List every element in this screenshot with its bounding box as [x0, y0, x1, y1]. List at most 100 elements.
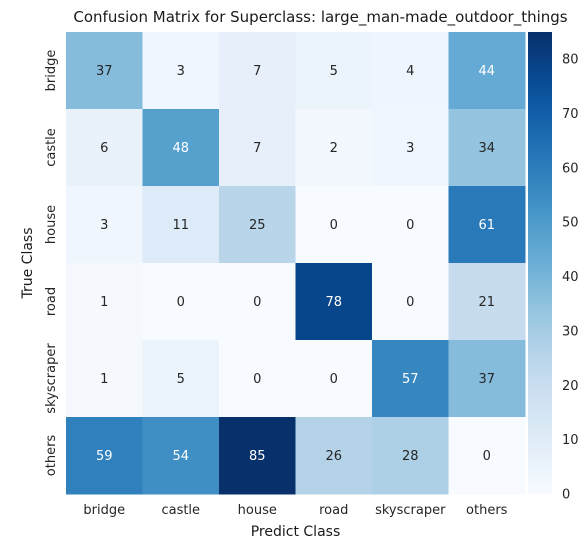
cell-value-label: 0 [483, 449, 491, 464]
x-tick-label: castle [161, 503, 200, 518]
cell-value-label: 0 [330, 372, 338, 387]
cell-value-label: 3 [100, 218, 108, 233]
x-axis-label: Predict Class [251, 524, 341, 540]
cell-value-label: 34 [478, 141, 495, 156]
cell-value-label: 59 [96, 449, 113, 464]
colorbar-tick-label: 50 [562, 216, 579, 231]
heatmap-cell [448, 109, 526, 187]
y-tick-label: skyscraper [44, 343, 59, 414]
colorbar-tick-label: 0 [562, 488, 570, 503]
x-tick-label: others [466, 503, 508, 518]
heatmap-cell [219, 186, 296, 264]
cell-value-label: 0 [330, 218, 338, 233]
cell-value-label: 78 [325, 295, 342, 310]
y-axis-label: True Class [20, 227, 36, 299]
heatmap-cell [142, 340, 220, 418]
heatmap-cell [448, 186, 526, 264]
x-tick-label: bridge [83, 503, 125, 518]
cell-value-label: 0 [177, 295, 185, 310]
heatmap-cell [372, 109, 449, 187]
heatmap-cell [142, 263, 220, 341]
x-tick-label: skyscraper [375, 503, 446, 518]
heatmap-cell [372, 263, 449, 341]
heatmap-cell [219, 32, 296, 110]
heatmap-cell [66, 109, 143, 187]
cell-value-label: 28 [402, 449, 419, 464]
heatmap-cell [372, 32, 449, 110]
x-tick-labels: bridge castle house road skyscraper others [83, 503, 507, 518]
cell-value-label: 57 [402, 372, 419, 387]
heatmap-cell [295, 263, 373, 341]
cell-value-label: 11 [172, 218, 189, 233]
heatmap-cell [142, 32, 220, 110]
y-tick-label: road [44, 287, 59, 316]
y-tick-labels: bridge castle house road skyscraper others [44, 50, 59, 477]
colorbar-ticks: 0 10 20 30 40 50 60 70 80 [562, 53, 579, 503]
cell-value-label: 0 [406, 295, 414, 310]
heatmap-cell [142, 417, 220, 495]
heatmap-cell [142, 186, 220, 264]
heatmap-cell [66, 417, 143, 495]
cell-value-label: 6 [100, 141, 108, 156]
heatmap-cell [295, 417, 373, 495]
heatmap-cell [448, 417, 526, 495]
colorbar-tick-label: 40 [562, 270, 579, 285]
heatmap-cell [448, 263, 526, 341]
y-tick-label: castle [44, 128, 59, 167]
cell-value-label: 21 [478, 295, 495, 310]
cell-value-label: 61 [478, 218, 495, 233]
y-tick-label: house [44, 205, 59, 244]
heatmap-cell [142, 109, 220, 187]
heatmap-cell [372, 340, 449, 418]
heatmap-cell [295, 32, 373, 110]
colorbar-tick-label: 10 [562, 433, 579, 448]
cell-value-label: 48 [172, 141, 189, 156]
heatmap-cell [66, 32, 143, 110]
colorbar-tick-label: 70 [562, 107, 579, 122]
cell-value-label: 54 [172, 449, 189, 464]
cell-value-label: 7 [253, 64, 261, 79]
cell-value-label: 7 [253, 141, 261, 156]
heatmap-cell [66, 263, 143, 341]
heatmap-cell [219, 340, 296, 418]
cell-value-label: 44 [478, 64, 495, 79]
heatmap-cell [66, 186, 143, 264]
cell-value-label: 0 [406, 218, 414, 233]
heatmap-cell [448, 340, 526, 418]
heatmap-cell [372, 186, 449, 264]
heatmap-cell [295, 109, 373, 187]
heatmap-cell [295, 186, 373, 264]
cell-value-label: 26 [325, 449, 342, 464]
cell-value-label: 1 [100, 295, 108, 310]
heatmap-cell [448, 32, 526, 110]
cell-value-label: 25 [249, 218, 266, 233]
colorbar [528, 32, 552, 494]
cell-value-label: 85 [249, 449, 266, 464]
x-tick-label: road [319, 503, 348, 518]
heatmap-cell [66, 340, 143, 418]
cell-value-label: 2 [330, 141, 338, 156]
colorbar-tick-label: 60 [562, 161, 579, 176]
heatmap-cell [219, 263, 296, 341]
cell-value-label: 3 [406, 141, 414, 156]
colorbar-tick-label: 20 [562, 379, 579, 394]
cell-value-label: 3 [177, 64, 185, 79]
cell-value-label: 37 [478, 372, 495, 387]
heatmap-cell [219, 417, 296, 495]
cell-value-label: 0 [253, 295, 261, 310]
y-tick-label: bridge [44, 50, 59, 92]
chart-title: Confusion Matrix for Superclass: large_m… [73, 8, 567, 27]
cell-value-label: 37 [96, 64, 113, 79]
cell-value-label: 4 [406, 64, 414, 79]
x-tick-label: house [238, 503, 277, 518]
colorbar-tick-label: 30 [562, 324, 579, 339]
cell-value-label: 5 [177, 372, 185, 387]
heatmap-cell [219, 109, 296, 187]
cell-value-label: 5 [330, 64, 338, 79]
cell-value-label: 1 [100, 372, 108, 387]
cell-value-label: 0 [253, 372, 261, 387]
heatmap-cell [372, 417, 449, 495]
heatmap-cells: 37 3 7 5 4 446 48 7 2 3 343 11 25 0 0 611 0 0 78 0 211 5 0 0 57 3… [66, 32, 526, 495]
colorbar-tick-label: 80 [562, 53, 579, 68]
